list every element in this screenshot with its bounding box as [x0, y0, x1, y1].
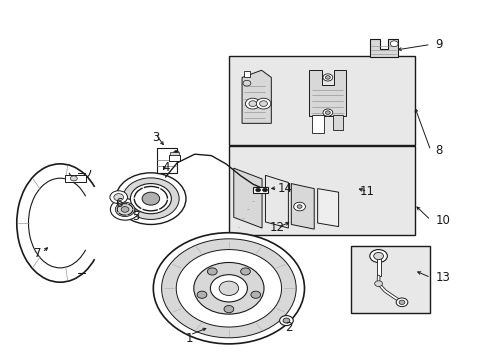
Circle shape	[279, 316, 293, 325]
Circle shape	[142, 192, 159, 205]
Bar	[157, 148, 177, 173]
Polygon shape	[265, 175, 288, 228]
Circle shape	[243, 80, 250, 86]
Text: 9: 9	[435, 38, 442, 51]
Circle shape	[259, 101, 267, 107]
Circle shape	[250, 291, 260, 298]
Text: 5: 5	[132, 210, 140, 223]
Circle shape	[293, 202, 305, 211]
Circle shape	[110, 191, 127, 204]
Polygon shape	[242, 70, 271, 123]
Circle shape	[153, 233, 304, 344]
Circle shape	[325, 111, 330, 114]
Circle shape	[245, 98, 260, 109]
Circle shape	[297, 205, 302, 208]
Text: 1: 1	[186, 332, 193, 345]
Circle shape	[240, 268, 250, 275]
Circle shape	[197, 291, 206, 298]
Bar	[244, 71, 250, 77]
Bar	[228, 56, 414, 145]
Text: 11: 11	[359, 185, 374, 198]
Text: 13: 13	[435, 271, 449, 284]
Bar	[350, 246, 429, 314]
Bar	[169, 152, 178, 155]
Circle shape	[161, 239, 296, 338]
Circle shape	[70, 176, 77, 181]
Circle shape	[369, 249, 386, 262]
Circle shape	[116, 173, 185, 225]
Circle shape	[283, 318, 289, 323]
Bar	[228, 145, 414, 234]
Polygon shape	[291, 184, 314, 229]
Circle shape	[262, 188, 267, 192]
Polygon shape	[369, 40, 397, 57]
Text: 2: 2	[285, 320, 292, 333]
Text: 6: 6	[115, 197, 122, 210]
Circle shape	[398, 300, 404, 305]
Bar	[311, 115, 324, 134]
Circle shape	[193, 262, 264, 314]
Circle shape	[121, 207, 129, 212]
Circle shape	[173, 150, 178, 154]
Circle shape	[374, 281, 382, 287]
Circle shape	[389, 41, 397, 46]
Circle shape	[115, 202, 135, 217]
Circle shape	[207, 268, 217, 275]
Circle shape	[256, 98, 270, 109]
Circle shape	[323, 109, 332, 116]
Text: 10: 10	[435, 214, 449, 227]
Circle shape	[224, 306, 233, 313]
Bar	[168, 155, 179, 161]
Circle shape	[176, 249, 281, 327]
Circle shape	[122, 178, 179, 220]
Circle shape	[110, 199, 140, 220]
Text: 8: 8	[435, 144, 442, 157]
Circle shape	[130, 184, 171, 214]
Bar	[332, 116, 343, 130]
Circle shape	[323, 74, 332, 81]
Polygon shape	[233, 168, 262, 228]
Text: 14: 14	[277, 183, 292, 195]
Circle shape	[373, 252, 383, 260]
Circle shape	[255, 188, 260, 192]
Bar	[253, 187, 267, 193]
Polygon shape	[317, 189, 338, 226]
Text: 4: 4	[163, 161, 170, 174]
Circle shape	[325, 76, 330, 79]
Text: 7: 7	[34, 247, 41, 260]
Text: 12: 12	[269, 221, 285, 234]
Bar	[376, 255, 380, 276]
Circle shape	[248, 101, 256, 107]
Bar	[65, 175, 85, 181]
Circle shape	[395, 298, 407, 307]
Circle shape	[210, 275, 247, 302]
Polygon shape	[309, 70, 345, 116]
Circle shape	[114, 194, 123, 201]
Circle shape	[219, 281, 238, 296]
Text: 3: 3	[152, 131, 159, 144]
